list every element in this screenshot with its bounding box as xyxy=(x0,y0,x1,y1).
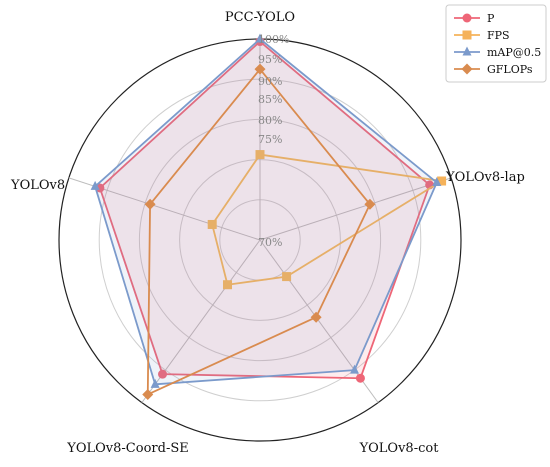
data-point xyxy=(223,280,233,290)
data-point xyxy=(432,177,442,187)
label-layer: 70% 75% 80% 85% 90% 95% 100% PCC-YOLO YOLOv8-lap… xyxy=(10,10,525,456)
data-point xyxy=(150,378,160,388)
radial-tick-label: 100% xyxy=(258,33,289,46)
series-gflops xyxy=(142,63,376,400)
category-label: YOLOv8-lap xyxy=(445,170,525,185)
radial-tick-label: 95% xyxy=(258,53,282,66)
axis-spoke xyxy=(259,177,452,241)
data-point xyxy=(355,373,365,383)
data-point xyxy=(95,183,105,193)
data-point xyxy=(255,150,265,160)
series-layer xyxy=(90,33,447,400)
data-point xyxy=(437,176,447,186)
legend: P FPS mAP@0.5 GFLOPs xyxy=(445,4,547,83)
data-point xyxy=(461,63,473,75)
data-point xyxy=(144,198,156,210)
series-line xyxy=(146,68,371,396)
data-point xyxy=(462,13,472,23)
legend-label: P xyxy=(487,12,495,25)
data-point xyxy=(462,46,472,56)
legend-box xyxy=(445,4,547,83)
series-line xyxy=(94,38,438,386)
data-point xyxy=(142,388,154,400)
data-point xyxy=(282,272,292,282)
legend-item: P xyxy=(454,12,495,25)
radial-tick-label: 85% xyxy=(258,93,282,106)
data-point xyxy=(90,180,100,190)
data-point xyxy=(255,33,265,43)
data-point xyxy=(207,219,217,229)
legend-label: mAP@0.5 xyxy=(487,46,541,59)
legend-item: GFLOPs xyxy=(454,63,533,76)
series-line xyxy=(211,153,443,286)
category-label: YOLOv8-cot xyxy=(359,441,440,456)
radial-tick-label: 75% xyxy=(258,133,282,146)
radial-tick-label: 90% xyxy=(258,75,282,88)
category-label: YOLOv8 xyxy=(10,178,65,193)
data-point xyxy=(364,198,376,210)
legend-item: FPS xyxy=(454,29,510,42)
data-point xyxy=(310,311,322,323)
radial-tick-label: 80% xyxy=(258,114,282,127)
data-point xyxy=(158,369,168,379)
legend-item: mAP@0.5 xyxy=(454,46,541,59)
category-label: PCC-YOLO xyxy=(225,10,295,25)
series-fps xyxy=(207,150,447,290)
series-map-0-5 xyxy=(90,33,442,388)
legend-label: FPS xyxy=(487,29,510,42)
data-point xyxy=(254,63,266,75)
data-point xyxy=(350,364,360,374)
legend-label: GFLOPs xyxy=(487,63,533,76)
category-label: YOLOv8-Coord-SE xyxy=(66,441,188,456)
radial-tick-label: 70% xyxy=(258,236,282,249)
data-point xyxy=(462,30,472,40)
